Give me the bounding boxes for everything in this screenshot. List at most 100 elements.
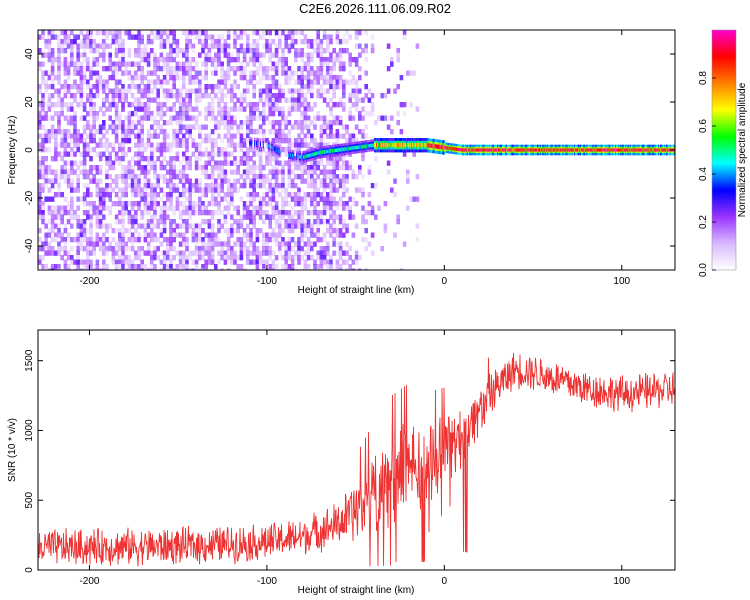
spectrogram-cell — [118, 228, 122, 234]
spectrogram-cell — [271, 120, 276, 126]
spectrogram-cell — [201, 219, 205, 225]
spectrogram-ridge-cell — [600, 148, 602, 152]
spectrogram-cell — [249, 124, 253, 130]
spectrogram-cell — [153, 196, 157, 202]
spectrogram-cell — [233, 34, 237, 40]
spectrogram-cell — [278, 138, 282, 144]
spectrogram-ridge-cell — [464, 148, 466, 152]
spectrogram-cell — [127, 124, 132, 130]
spectrogram-ridge-cell — [540, 148, 542, 152]
spectrogram-ridge-cell — [349, 146, 351, 151]
spectrogram-ridge-cell — [515, 148, 517, 152]
spectrogram-cell — [191, 106, 196, 112]
spectrogram-cell — [306, 228, 311, 234]
spectrogram-cell — [182, 255, 186, 261]
spectrogram-cell — [57, 66, 61, 72]
spectrogram-cell — [332, 66, 336, 72]
spectrogram-cell — [233, 39, 237, 45]
spectrogram-cell — [140, 115, 144, 121]
spectrogram-cell — [70, 201, 74, 207]
spectrogram-cell — [297, 214, 301, 220]
spectrogram-cell — [127, 88, 132, 94]
spectrogram-cell — [175, 156, 180, 162]
spectrogram-cell — [102, 66, 106, 72]
spectrogram-cell — [287, 30, 292, 36]
spectrogram-cell — [166, 250, 170, 256]
spectrogram-cell — [175, 115, 180, 121]
spectrogram-cell — [146, 241, 151, 247]
spectrogram-cell — [246, 133, 250, 139]
spectrogram-ridge-cell — [447, 146, 449, 150]
spectrogram-cell — [118, 79, 122, 85]
spectrogram-cell — [159, 214, 164, 220]
spectrogram-cell — [198, 232, 202, 238]
spectrogram-cell — [255, 174, 260, 180]
spectrogram-cell — [364, 111, 368, 117]
spectrogram-cell — [156, 237, 160, 243]
spectrogram-cell — [188, 165, 192, 171]
spectrogram-cell — [303, 52, 308, 58]
spectrogram-cell — [57, 115, 61, 121]
spectrogram-cell — [159, 34, 164, 40]
spectrogram-cell — [242, 228, 247, 234]
spectrogram-cell — [114, 201, 119, 207]
spectrogram-cell — [54, 210, 58, 216]
spectrogram-cell — [246, 246, 250, 252]
spectrogram-cell — [86, 174, 90, 180]
spectrogram-cell — [146, 61, 151, 67]
spectrogram-cell — [127, 259, 132, 265]
spectrogram-cell — [143, 48, 148, 54]
spectrogram-cell — [188, 97, 192, 103]
spectrogram-cell — [137, 142, 141, 148]
spectrogram-cell — [134, 142, 138, 148]
spectrogram-cell — [50, 30, 55, 36]
spectrogram-cell — [268, 219, 272, 225]
spectrogram-cell — [239, 61, 244, 67]
spectrogram-cell — [271, 52, 276, 58]
spectrogram-cell — [38, 255, 42, 261]
spectrogram-cell — [342, 232, 346, 238]
spectrogram-cell — [223, 70, 228, 76]
spectrogram-cell — [47, 219, 52, 225]
spectrogram-cell — [204, 165, 208, 171]
spectrogram-cell — [335, 268, 340, 270]
spectrogram-cell — [185, 187, 189, 193]
spectrogram-ridge-cell — [496, 148, 498, 152]
spectrogram-ridge-cell — [369, 144, 371, 148]
spectrogram-cell — [210, 228, 215, 234]
spectrogram-ridge-cell — [566, 148, 568, 152]
spectrogram-cell — [294, 183, 298, 189]
spectrogram-cell — [358, 169, 362, 175]
spectrogram-cell — [271, 111, 276, 117]
spectrogram-cell — [217, 174, 221, 180]
spectrogram-ridge-cell — [527, 148, 529, 152]
spectrogram-cell — [143, 111, 148, 117]
spectrogram-cell — [134, 133, 138, 139]
spectrogram-cell — [278, 97, 282, 103]
spectrogram-ridge-cell — [540, 148, 542, 152]
spectrogram-ridge-cell — [323, 150, 325, 154]
spectrogram-cell — [258, 255, 263, 261]
spectrogram-cell — [319, 259, 324, 265]
spectrogram-cell — [185, 39, 189, 45]
spectrogram-cell — [370, 102, 375, 108]
spectrogram-cell — [300, 214, 304, 220]
spectrogram-cell — [188, 201, 192, 207]
spectrogram-cell — [310, 106, 314, 112]
spectrogram-cell — [73, 160, 77, 166]
spectrogram-cell — [146, 246, 151, 252]
spectrogram-cell — [319, 268, 324, 270]
spectrogram-ridge-cell — [307, 154, 309, 158]
spectrogram-cell — [390, 61, 394, 67]
spectrogram-cell — [150, 97, 154, 103]
spectrogram-cell — [50, 156, 55, 162]
spectrogram-cell — [210, 57, 215, 63]
spectrogram-cell — [354, 79, 359, 85]
spectrogram-cell — [79, 70, 84, 76]
spectrogram-cell — [82, 196, 87, 202]
spectrogram-cell — [319, 264, 324, 270]
spectrogram-cell — [326, 228, 330, 234]
spectrogram-cell — [92, 115, 96, 121]
spectrogram-cell — [297, 142, 301, 148]
spectrogram-cell — [57, 57, 61, 63]
